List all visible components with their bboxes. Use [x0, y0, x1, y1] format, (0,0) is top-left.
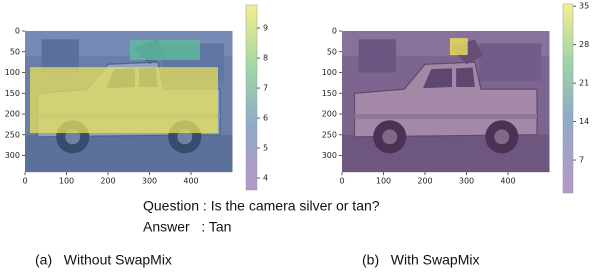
image-b [342, 31, 550, 172]
x-tick-label: 0 [339, 177, 344, 186]
y-tick-label: 150 [322, 89, 337, 98]
caption: (b) With SwapMix [362, 252, 479, 268]
colorbar-tick-label: 5 [263, 144, 268, 153]
y-tick-label: 100 [322, 68, 337, 77]
y-tick-label: 150 [5, 89, 20, 98]
colorbar-tick-label: 4 [263, 174, 268, 183]
colorbar-tick-label: 7 [263, 84, 268, 93]
x-tick-label: 200 [417, 177, 432, 186]
figure: Question : Is the camera silver or tan? … [0, 0, 592, 275]
colorbar-a [246, 5, 257, 190]
y-tick-label: 0 [332, 27, 337, 36]
x-tick-label: 100 [59, 177, 74, 186]
colorbar-tick-label: 9 [263, 24, 268, 33]
question: Question : Is the camera silver or tan? [143, 198, 380, 214]
y-tick-label: 100 [5, 68, 20, 77]
y-tick-label: 50 [327, 47, 337, 56]
y-tick-label: 250 [5, 130, 20, 139]
caption: (a) Without SwapMix [35, 252, 172, 268]
image-a [25, 31, 233, 172]
colorbar-b [563, 4, 573, 193]
colorbar-tick-label: 35 [579, 2, 589, 11]
x-tick-label: 300 [459, 177, 474, 186]
colorbar-tick-label: 21 [579, 79, 589, 88]
colorbar-tick-label: 28 [579, 40, 589, 49]
y-tick-label: 300 [322, 151, 337, 160]
colorbar-tick-label: 6 [263, 114, 268, 123]
x-tick-label: 100 [376, 177, 391, 186]
y-tick-label: 200 [322, 110, 337, 119]
y-tick-label: 250 [322, 130, 337, 139]
x-tick-label: 200 [100, 177, 115, 186]
y-tick-label: 50 [10, 47, 20, 56]
x-tick-label: 300 [142, 177, 157, 186]
colorbar-tick-label: 14 [579, 117, 589, 126]
colorbar-tick-label: 8 [263, 54, 268, 63]
y-tick-label: 200 [5, 110, 20, 119]
colorbar-tick-label: 7 [579, 156, 584, 165]
x-tick-label: 400 [183, 177, 198, 186]
x-tick-label: 400 [500, 177, 515, 186]
y-tick-label: 300 [5, 151, 20, 160]
x-tick-label: 0 [22, 177, 27, 186]
answer: Answer : Tan [143, 219, 231, 235]
y-tick-label: 0 [15, 27, 20, 36]
